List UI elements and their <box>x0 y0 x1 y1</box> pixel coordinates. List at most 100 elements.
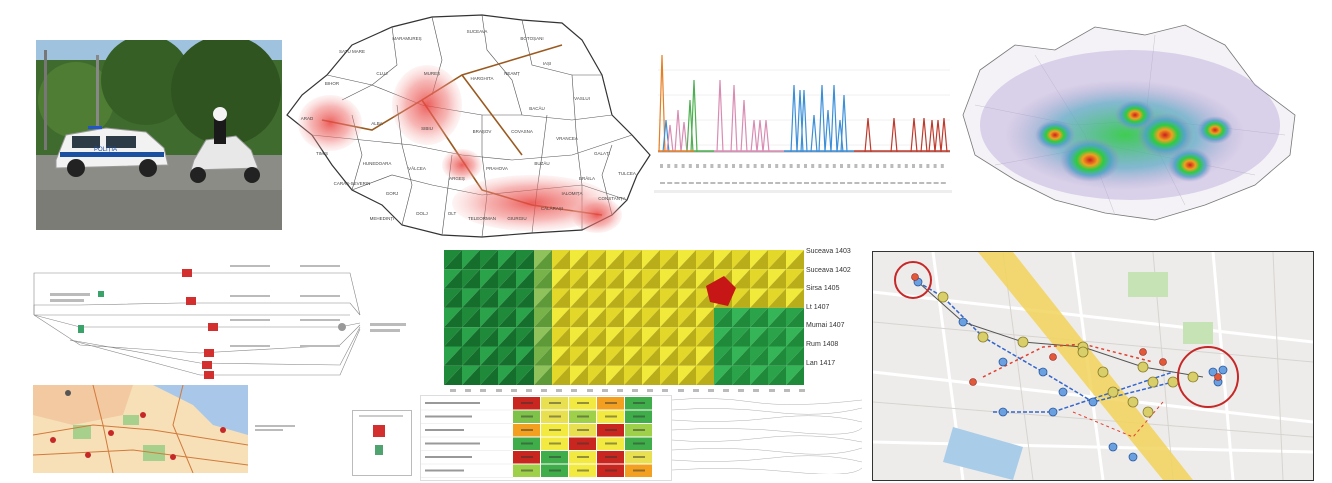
surface-facet <box>732 346 750 366</box>
x-tick <box>674 164 678 168</box>
surface-facet <box>480 250 498 270</box>
incident-marker <box>969 378 977 386</box>
x-tick-label <box>811 182 817 184</box>
surface-facet <box>588 365 606 385</box>
highway <box>978 252 1193 480</box>
x-tick <box>775 164 779 168</box>
surface-facet <box>768 250 786 270</box>
x-tick <box>739 164 743 168</box>
surface-facet <box>642 327 660 347</box>
surface-x-tick <box>601 389 608 392</box>
matrix-cell-value <box>605 469 617 472</box>
x-tick <box>782 164 786 168</box>
county-label: COVASNA <box>511 129 533 134</box>
surface-facet <box>624 365 642 385</box>
surface-facet <box>444 327 462 347</box>
x-tick-label <box>796 182 802 184</box>
surface-facet <box>696 327 714 347</box>
county-label: CLUJ <box>376 71 387 76</box>
spike-mark <box>824 109 832 153</box>
spike-mark <box>756 119 764 153</box>
gps-point-marker <box>1038 367 1048 377</box>
surface-facet <box>570 250 588 270</box>
surface-facet <box>552 327 570 347</box>
matrix-row-label <box>425 469 464 472</box>
surface-facet <box>678 365 696 385</box>
surface-facet <box>678 250 696 270</box>
surface-facet <box>570 365 588 385</box>
gps-point-marker <box>1208 367 1218 377</box>
surface-legend-item: Sirsa 1405 <box>806 285 840 293</box>
route-stop-marker <box>1127 396 1139 408</box>
route-stop-marker <box>1187 371 1199 383</box>
county-label: VÂLCEA <box>408 165 426 171</box>
surface-legend-item: Mumai 1407 <box>806 322 845 330</box>
x-tick-label <box>739 182 745 184</box>
gps-point-marker <box>1058 387 1068 397</box>
surface-x-tick <box>707 389 714 392</box>
surface-facet <box>768 327 786 347</box>
x-tick <box>919 164 923 168</box>
matrix-cell-value <box>577 469 589 472</box>
route-stop-marker <box>1017 336 1029 348</box>
crime-hotspots <box>298 65 622 233</box>
surface-facet <box>588 250 606 270</box>
x-tick-label <box>919 182 925 184</box>
matrix-cell-value <box>577 402 589 404</box>
x-tick-label <box>789 182 795 184</box>
surface-facet <box>642 250 660 270</box>
surface-x-tick <box>632 389 639 392</box>
surface-facet <box>534 346 552 366</box>
surface-legend-item: Lan 1417 <box>806 359 836 367</box>
surface-facet <box>480 327 498 347</box>
surface-facet <box>678 365 696 385</box>
surface-facet <box>714 250 732 270</box>
surface-facet <box>660 327 678 347</box>
spike-mark <box>890 117 898 153</box>
surface-facet <box>534 327 552 347</box>
x-tick <box>854 164 858 168</box>
x-tick <box>926 164 930 168</box>
matrix-row-label <box>425 402 480 404</box>
x-tick <box>660 164 663 168</box>
hotspot-circle-end <box>1177 346 1239 408</box>
city-street-map <box>33 385 248 473</box>
surface-facet <box>498 250 516 270</box>
county-labels: SATU MARE MARAMUREȘ SUCEAVA BOTOȘANI BIHOR CL… <box>301 29 636 221</box>
spike-mark <box>666 124 674 153</box>
surface-facet <box>534 250 552 270</box>
x-tick-label <box>832 182 838 184</box>
route-markers <box>911 273 1228 462</box>
surface-facet <box>768 346 786 366</box>
surface-facet <box>750 346 768 366</box>
matrix-cell-value <box>633 429 645 431</box>
surface-facet <box>480 365 498 385</box>
surface-facet <box>498 250 516 270</box>
surface-x-tick <box>525 389 532 392</box>
county-label: GALAȚI <box>594 151 610 156</box>
x-tick-label <box>854 182 860 184</box>
county-label: ALBA <box>371 121 383 126</box>
surface-facet <box>678 346 696 366</box>
spike-mark <box>716 79 724 153</box>
x-tick-label <box>746 182 752 184</box>
x-tick <box>732 164 735 168</box>
spike-mark <box>920 117 928 153</box>
surface-x-tick <box>783 389 790 392</box>
surface-facet <box>552 346 570 366</box>
flow-nodes <box>78 269 346 379</box>
spike-series <box>658 54 950 153</box>
matrix-row-label <box>425 415 472 418</box>
x-tick <box>703 164 707 168</box>
police-motorcycle <box>190 107 260 183</box>
route-stop-marker <box>1107 386 1119 398</box>
surface-x-tick <box>571 389 578 392</box>
spike-mark <box>680 121 688 153</box>
x-tick <box>789 164 793 168</box>
county-label: VASLUI <box>574 96 590 101</box>
county-label: IALOMIȚA <box>561 191 582 196</box>
surface-facet <box>714 365 732 385</box>
x-tick-label <box>897 182 903 184</box>
surface-x-tick <box>510 389 517 392</box>
x-tick-label <box>696 182 701 184</box>
